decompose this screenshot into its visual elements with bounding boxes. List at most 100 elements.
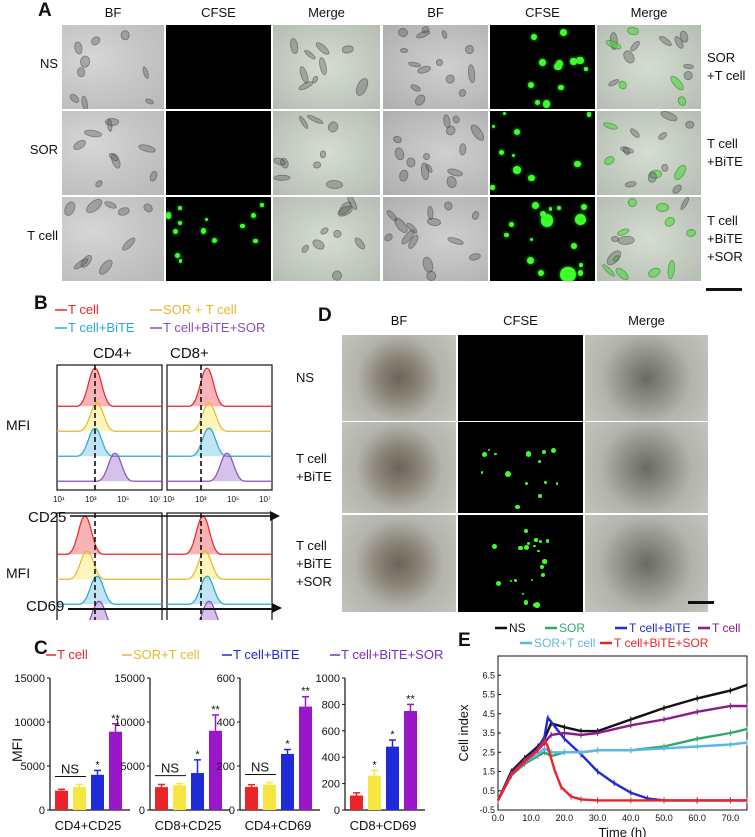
green-cell: [177, 220, 183, 226]
a-col-header: Merge: [630, 5, 668, 20]
bar: [350, 795, 363, 810]
green-cell: [586, 112, 592, 117]
tick-label: 10⁵: [227, 495, 239, 504]
cell-shape: [423, 152, 431, 161]
cell-shape: [435, 57, 445, 67]
tick-label: 0.5: [482, 786, 495, 796]
cell-shape: [670, 182, 684, 195]
tick-label: 0: [334, 805, 340, 817]
series-line: [496, 683, 748, 801]
cell-shape: [617, 235, 635, 245]
cell-shape: [105, 118, 120, 127]
cell-shape: [602, 121, 620, 132]
tick-label: 0: [139, 805, 145, 817]
cell-shape: [415, 28, 432, 40]
cell-shape: [685, 228, 697, 239]
significance-mark: **: [301, 686, 310, 698]
a-col-header: Merge: [308, 5, 345, 20]
green-cell: [541, 449, 547, 454]
green-cell: [555, 482, 558, 485]
green-cell: [533, 544, 536, 548]
cell-shape: [445, 174, 458, 189]
a-row-label-right: T cell +BiTE +SOR: [707, 213, 743, 264]
spheroid-tile: [342, 422, 456, 513]
histogram-curve: [57, 575, 162, 605]
cell-shape: [137, 142, 157, 154]
bar: [91, 774, 104, 810]
cell-shape: [425, 270, 438, 281]
series-line: [496, 739, 747, 802]
bar: [299, 706, 312, 810]
cell-shape: [313, 40, 332, 58]
histogram-curve: [167, 402, 272, 432]
significance-mark: NS: [251, 760, 269, 775]
spheroid-tile: [342, 335, 456, 421]
tick-label: 70.0: [722, 813, 740, 823]
histogram-curve: [57, 402, 162, 432]
micrograph-tile: [166, 197, 271, 281]
cell-shape: [326, 119, 341, 134]
cell-shape: [467, 122, 487, 144]
significance-mark: *: [372, 759, 377, 771]
panel-e-line-chart: NS SOR T cell+BiTE T cell SOR+T cell T cell+B…: [456, 621, 748, 837]
green-cell: [510, 579, 513, 582]
green-cell: [538, 58, 546, 66]
tick-label: 400: [322, 752, 340, 764]
a-row-label-right: SOR +T cell: [707, 50, 746, 83]
cell-shape: [602, 154, 617, 167]
tick-label: 5000: [21, 761, 45, 773]
significance-mark: *: [95, 759, 100, 771]
cell-shape: [445, 73, 457, 86]
cell-shape: [89, 34, 103, 47]
green-cell: [579, 263, 583, 267]
legend-entry: T cell: [712, 621, 740, 635]
cell-shape: [459, 143, 467, 156]
cell-shape: [467, 63, 477, 84]
green-cell: [540, 564, 545, 569]
green-cell: [540, 211, 547, 218]
green-cell: [526, 541, 531, 546]
cell-shape: [354, 76, 371, 98]
histogram-curve: [167, 452, 272, 482]
green-cell: [549, 207, 553, 211]
green-cell: [531, 202, 540, 210]
panel-e-label: E: [458, 630, 471, 651]
y-axis-label: Cell index: [456, 704, 471, 762]
tick-label: 2.5: [482, 747, 495, 757]
green-cell: [543, 481, 547, 485]
green-cell: [545, 539, 549, 543]
cell-shape: [71, 137, 88, 152]
tick-label: 0: [229, 805, 235, 817]
tick-label: 40.0: [622, 813, 640, 823]
green-cell: [502, 111, 507, 116]
spheroid-tile: [458, 515, 583, 612]
legend-entry: T cell: [57, 647, 88, 662]
green-cell: [577, 270, 584, 276]
tick-label: 4.5: [482, 709, 495, 719]
cell-shape: [120, 29, 130, 41]
cell-shape: [392, 146, 406, 161]
green-cell: [491, 543, 498, 550]
tick-label: 30.0: [589, 813, 607, 823]
green-cell: [487, 448, 490, 451]
green-cell: [509, 222, 514, 227]
cell-shape: [398, 169, 410, 183]
tick-label: 10¹: [163, 495, 175, 504]
spheroid-tile: [458, 335, 583, 421]
series-line: [496, 716, 747, 802]
cell-shape: [148, 169, 159, 183]
d-row-label: NS: [296, 370, 315, 385]
green-cell: [521, 592, 525, 596]
cell-shape: [383, 231, 395, 243]
green-cell: [574, 160, 581, 168]
tick-label: 10000: [114, 717, 145, 729]
legend-entry: T cell+BiTE+SOR: [163, 320, 265, 335]
cell-shape: [656, 131, 669, 142]
green-cell: [498, 150, 504, 156]
series-line: [496, 704, 747, 801]
green-cell: [570, 242, 577, 249]
cell-shape: [96, 258, 115, 278]
